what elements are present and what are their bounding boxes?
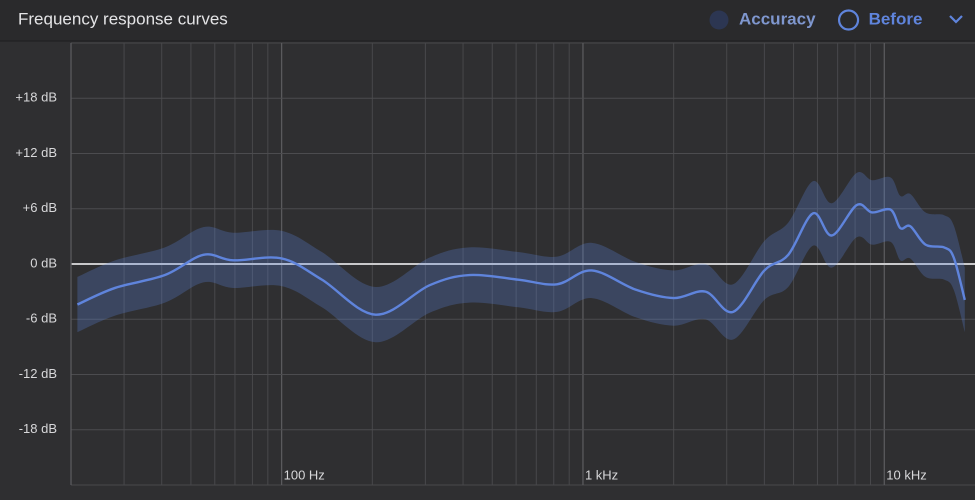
- y-tick-label: -6 dB: [26, 311, 57, 326]
- legend-chevron[interactable]: [949, 15, 963, 24]
- header: [0, 0, 975, 41]
- x-tick-label: 1 kHz: [585, 467, 618, 482]
- y-tick-label: -18 dB: [19, 421, 57, 436]
- y-tick-label: +18 dB: [15, 90, 57, 105]
- legend-label: Before: [869, 9, 923, 28]
- legend-label: Accuracy: [739, 9, 816, 28]
- plot: 100 Hz 1 kHz 10 kHz +18 dB +12 dB +6 dB 0 dB -6…: [15, 42, 975, 486]
- x-tick-label: 10 kHz: [886, 467, 926, 482]
- legend-item[interactable]: Before: [837, 9, 923, 31]
- x-tick-label: 100 Hz: [284, 467, 325, 482]
- legend-marker: [837, 9, 860, 31]
- legend-item[interactable]: Accuracy: [709, 9, 817, 30]
- legend: Accuracy Before: [709, 9, 923, 31]
- line: [76, 203, 966, 316]
- y-tick-label: +12 dB: [15, 145, 57, 160]
- confidence-band: [77, 171, 965, 343]
- y-tick-label: -12 dB: [19, 366, 57, 381]
- chart-title: Frequency response curves: [18, 9, 228, 28]
- y-tick-label: 0 dB: [30, 255, 57, 270]
- legend-marker: [709, 10, 729, 30]
- y-tick-label: +6 dB: [23, 200, 57, 215]
